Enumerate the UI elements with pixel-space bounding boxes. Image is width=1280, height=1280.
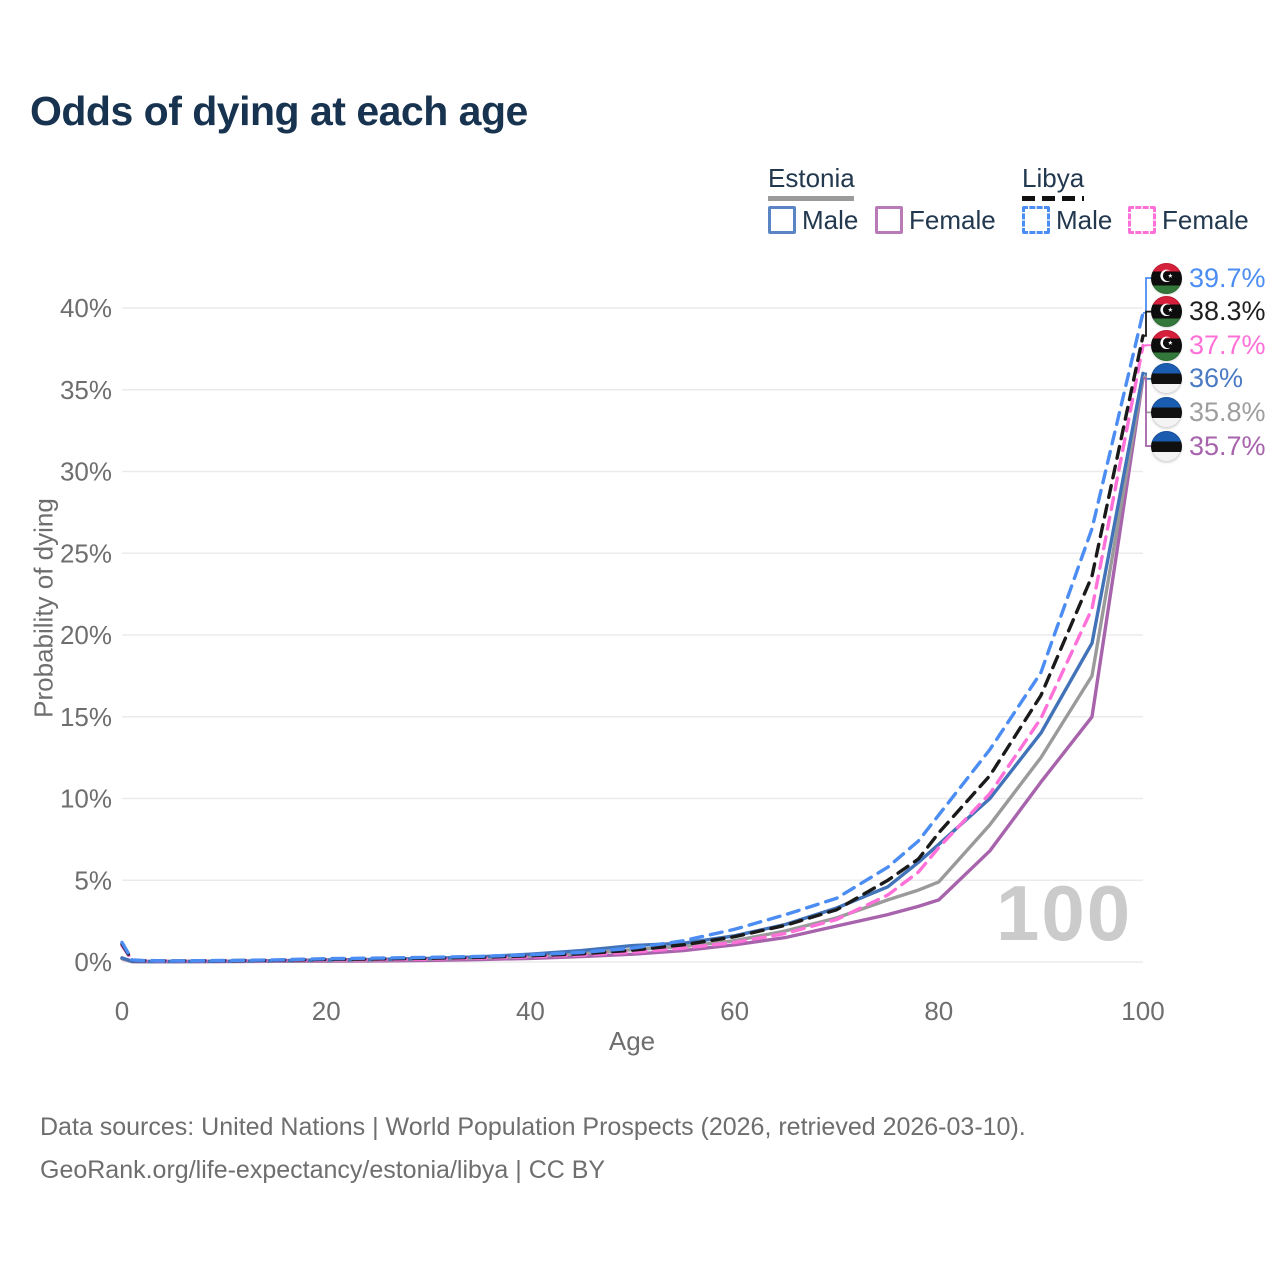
estonia-flag-icon xyxy=(1151,396,1182,428)
x-tick-label: 80 xyxy=(924,996,953,1026)
x-tick-label: 20 xyxy=(312,996,341,1026)
estonia-female-swatch xyxy=(875,206,903,234)
series-libya-both-sexes[interactable] xyxy=(120,334,1145,963)
crescent-star-icon: ☪ xyxy=(1158,334,1175,355)
y-tick-label: 10% xyxy=(60,784,112,814)
end-label-value: 38.3% xyxy=(1189,296,1266,327)
series-libya-male[interactable] xyxy=(120,311,1145,963)
leader-line xyxy=(1143,310,1151,337)
legend-item-label: Female xyxy=(909,204,996,235)
legend-item-libya-female[interactable]: Female xyxy=(1128,205,1249,235)
x-tick-label: 40 xyxy=(516,996,545,1026)
end-label-row: ☪ 39.7% xyxy=(1151,262,1266,294)
leader-line xyxy=(1143,377,1151,447)
libya-male-swatch xyxy=(1022,206,1050,234)
age-watermark: 100 xyxy=(996,869,1133,957)
series-estonia-female[interactable] xyxy=(120,376,1145,964)
y-tick-label: 35% xyxy=(60,375,112,405)
end-label-row: 36% xyxy=(1151,363,1243,395)
footer-sources: Data sources: United Nations | World Pop… xyxy=(40,1113,1026,1141)
series-libya-female[interactable] xyxy=(120,343,1145,963)
legend-group-libya[interactable]: Libya xyxy=(1022,163,1085,193)
libya-flag-icon: ☪ xyxy=(1151,262,1182,294)
series-estonia-both-sexes[interactable] xyxy=(120,375,1145,964)
legend-item-estonia-female[interactable]: Female xyxy=(875,205,996,235)
estonia-solid-line-sample xyxy=(768,196,854,201)
end-label-value: 35.7% xyxy=(1189,430,1266,461)
crescent-star-icon: ☪ xyxy=(1158,266,1175,287)
end-label-value: 35.8% xyxy=(1189,396,1266,427)
series-estonia-male[interactable] xyxy=(120,371,1145,964)
end-label-row: ☪ 38.3% xyxy=(1151,296,1266,328)
end-label-value: 39.7% xyxy=(1189,262,1266,293)
leader-line xyxy=(1143,375,1151,414)
y-tick-label: 5% xyxy=(74,865,112,895)
libya-dashed-line-sample xyxy=(1022,196,1084,201)
legend-group-estonia[interactable]: Estonia xyxy=(768,163,855,193)
end-label-row: 35.7% xyxy=(1151,430,1266,462)
y-axis-title: Probability of dying xyxy=(28,498,59,718)
chart-title: Odds of dying at each age xyxy=(30,88,528,134)
y-tick-label: 25% xyxy=(60,538,112,568)
y-tick-label: 15% xyxy=(60,702,112,732)
x-tick-label: 60 xyxy=(720,996,749,1026)
x-tick-label: 0 xyxy=(115,996,129,1026)
footer-attribution: GeoRank.org/life-expectancy/estonia/liby… xyxy=(40,1156,606,1184)
libya-female-swatch xyxy=(1128,206,1156,234)
y-tick-label: 40% xyxy=(60,293,112,323)
estonia-flag-icon xyxy=(1151,363,1182,395)
y-tick-label: 0% xyxy=(74,947,112,977)
end-label-value: 37.7% xyxy=(1189,329,1266,360)
x-axis-title: Age xyxy=(608,1026,656,1056)
footer: Data sources: United Nations | World Pop… xyxy=(40,1106,1026,1192)
y-tick-label: 30% xyxy=(60,457,112,487)
legend-item-label: Male xyxy=(802,204,859,235)
y-tick-label: 20% xyxy=(60,620,112,650)
crescent-star-icon: ☪ xyxy=(1158,300,1175,321)
end-label-row: ☪ 37.7% xyxy=(1151,329,1266,361)
legend-item-label: Male xyxy=(1056,204,1113,235)
legend-item-estonia-male[interactable]: Male xyxy=(768,205,858,235)
leader-line xyxy=(1143,277,1151,314)
estonia-male-swatch xyxy=(768,206,796,234)
end-label-value: 36% xyxy=(1189,363,1244,394)
libya-flag-icon: ☪ xyxy=(1151,296,1182,328)
x-tick-label: 100 xyxy=(1121,996,1164,1026)
estonia-flag-icon xyxy=(1151,430,1182,462)
legend-item-label: Female xyxy=(1162,204,1249,235)
legend-item-libya-male[interactable]: Male xyxy=(1022,205,1112,235)
end-label-row: 35.8% xyxy=(1151,396,1266,428)
libya-flag-icon: ☪ xyxy=(1151,329,1182,361)
